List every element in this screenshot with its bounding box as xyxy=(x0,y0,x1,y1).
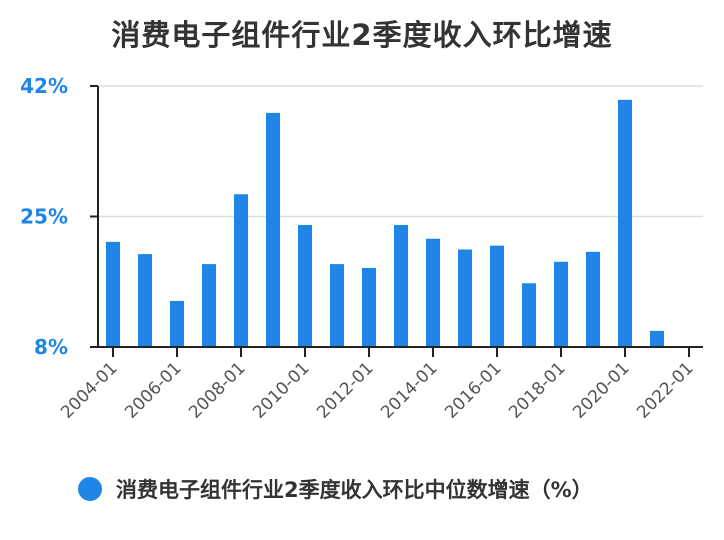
bar-2016 xyxy=(490,245,504,347)
x-tick-label: 2020-01 xyxy=(569,358,633,422)
bar-2012 xyxy=(362,267,376,347)
bar-2006 xyxy=(170,300,184,347)
bar-2004 xyxy=(106,241,120,347)
gridlines xyxy=(98,85,703,218)
x-tick-label: 2006-01 xyxy=(121,358,185,422)
bar-2018 xyxy=(554,261,568,347)
bar-2020 xyxy=(618,99,632,347)
legend: 消费电子组件行业2季度收入环比中位数增速（%） xyxy=(78,474,593,504)
bar-2019 xyxy=(586,251,600,347)
x-tick-label: 2016-01 xyxy=(441,358,505,422)
x-tick-label: 2004-01 xyxy=(57,358,121,422)
x-tick-label: 2012-01 xyxy=(313,358,377,422)
bars xyxy=(106,99,664,347)
bar-2017 xyxy=(522,283,536,347)
bar-2014 xyxy=(426,238,440,347)
x-tick-label: 2014-01 xyxy=(377,358,441,422)
x-ticks: 2004-01 2006-01 2008-01 2010-01 2012-01 2014-… xyxy=(57,347,698,423)
x-tick-label: 2010-01 xyxy=(249,358,313,422)
bar-2005 xyxy=(138,254,152,347)
bar-2007 xyxy=(202,264,216,347)
bar-2010 xyxy=(298,224,312,347)
y-ticks: 8% 25% 42% xyxy=(20,74,98,359)
y-tick-label: 25% xyxy=(20,205,68,229)
y-tick-label: 42% xyxy=(20,74,68,98)
bar-2011 xyxy=(330,264,344,347)
bar-2021 xyxy=(650,330,664,347)
bar-2013 xyxy=(394,224,408,347)
x-tick-label: 2022-01 xyxy=(633,358,697,422)
bar-2008 xyxy=(234,194,248,347)
chart-title: 消费电子组件行业2季度收入环比增速 xyxy=(111,18,613,52)
legend-label: 消费电子组件行业2季度收入环比中位数增速（%） xyxy=(116,478,593,502)
x-tick-label: 2008-01 xyxy=(185,358,249,422)
x-tick-label: 2018-01 xyxy=(505,358,569,422)
bar-2009 xyxy=(266,112,280,347)
bar-2015 xyxy=(458,249,472,347)
legend-swatch-icon xyxy=(78,477,102,501)
y-tick-label: 8% xyxy=(34,335,68,359)
